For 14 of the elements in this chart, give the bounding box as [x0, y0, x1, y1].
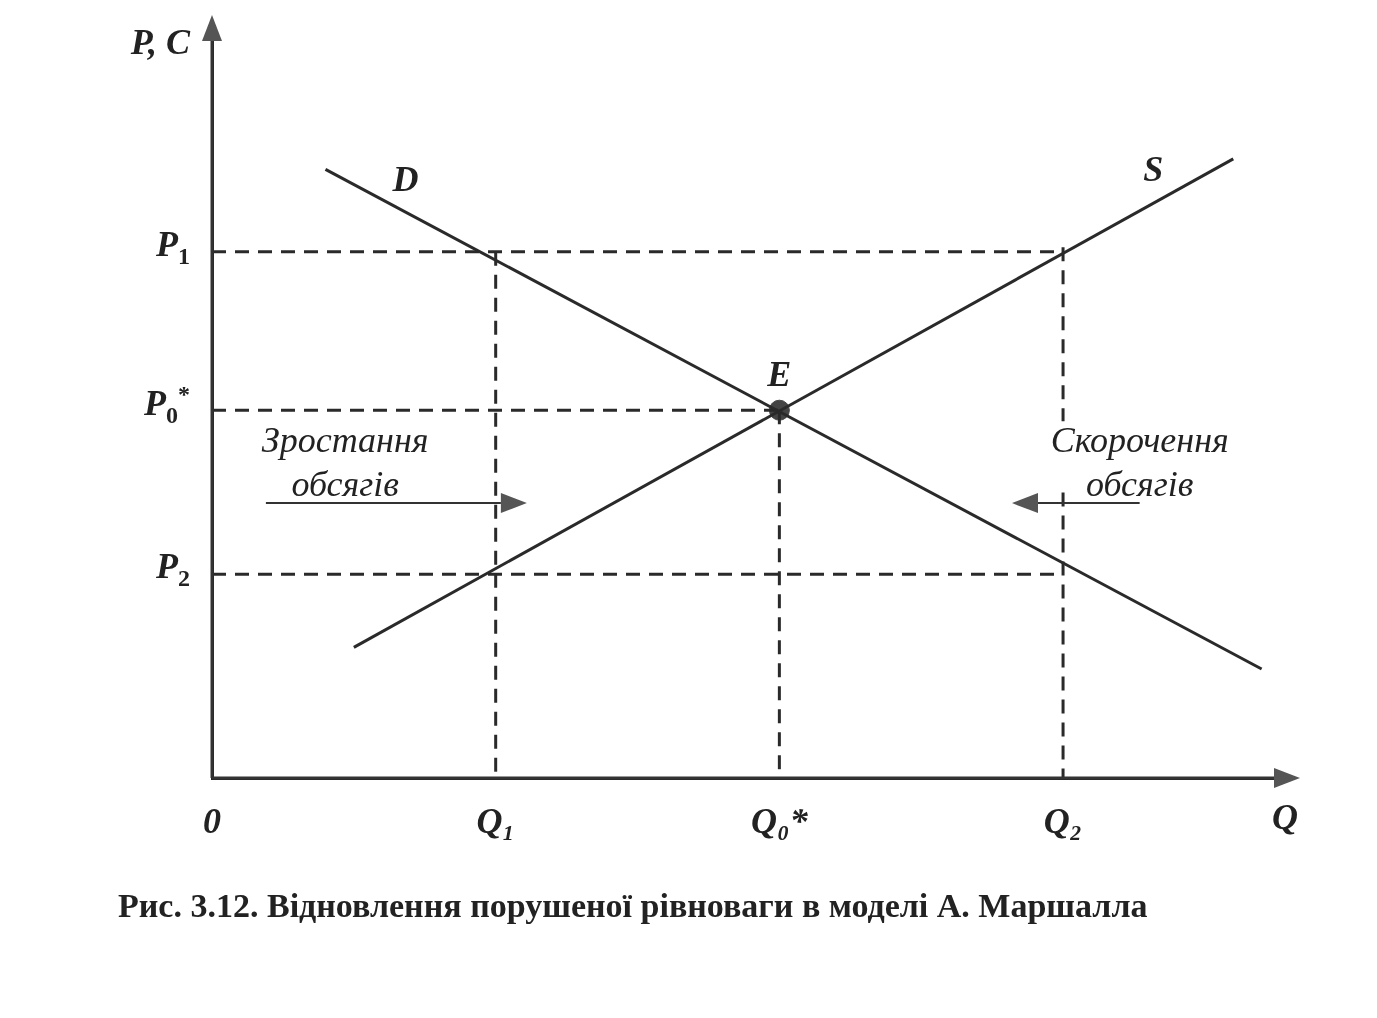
series-label: S	[1143, 148, 1164, 189]
annotation: Скорочення обсягів	[1050, 419, 1229, 507]
annotation: Зростання обсягів	[261, 419, 429, 507]
x-tick-label: Q₂	[1043, 800, 1083, 841]
series-label: E	[767, 354, 792, 395]
x-tick-label: Q₀*	[751, 800, 809, 841]
y-axis-title: P, C	[129, 22, 191, 63]
annotation: P$_{1}$	[156, 223, 190, 269]
x-tick-label: 0	[203, 800, 221, 841]
text: Рис. 3.12. Відновлення порушеної рівноваги в моделі А. Маршалла	[118, 886, 1149, 926]
x-tick-label: Q₁	[476, 800, 515, 841]
x-axis-title: Q	[1272, 797, 1298, 838]
series-label: D	[392, 159, 419, 200]
annotation: P$_{2}$	[156, 546, 190, 592]
